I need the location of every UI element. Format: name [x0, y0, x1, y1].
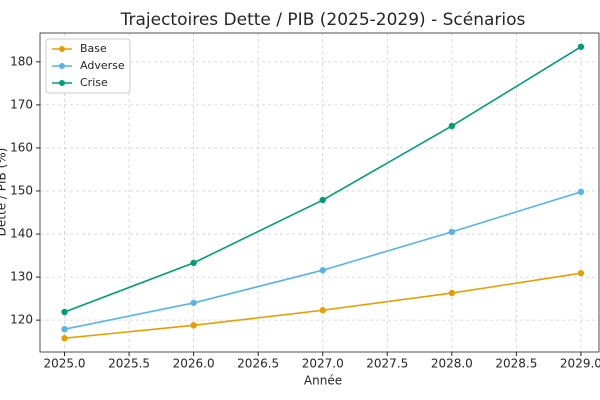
x-tick-label: 2026.0 [173, 357, 215, 371]
data-point [448, 228, 456, 236]
data-point [190, 259, 197, 267]
legend-label: Adverse [80, 59, 125, 72]
y-tick-label: 120 [10, 313, 33, 327]
data-point [190, 322, 197, 329]
data-point [448, 122, 456, 130]
legend-marker [59, 46, 65, 52]
y-tick-label: 140 [10, 227, 33, 241]
data-point [61, 325, 68, 333]
x-tick-label: 2025.5 [108, 357, 150, 371]
data-point [577, 43, 585, 50]
x-tick-label: 2026.5 [237, 357, 279, 371]
y-axis-label: Dette / PIB (%) [0, 148, 9, 237]
data-point [319, 307, 326, 314]
data-point [319, 196, 326, 204]
x-tick-label: 2027.0 [302, 357, 344, 371]
legend-label: Crise [80, 76, 108, 89]
y-tick-label: 150 [10, 183, 33, 197]
data-point [448, 289, 456, 297]
data-point [577, 188, 585, 196]
plot-frame [39, 32, 600, 353]
legend-box [45, 38, 131, 94]
legend-marker [59, 80, 65, 86]
legend-label: Base [80, 42, 107, 55]
legend-marker [59, 63, 65, 69]
data-point [61, 308, 68, 316]
y-tick-label: 130 [10, 270, 33, 284]
x-tick-label: 2027.5 [366, 357, 408, 371]
data-point [319, 267, 326, 274]
x-tick-label: 2025.0 [44, 357, 86, 371]
data-point [577, 270, 585, 277]
data-point [190, 299, 197, 307]
data-point [61, 335, 68, 342]
y-tick-label: 180 [10, 54, 33, 68]
y-tick-label: 170 [10, 97, 33, 111]
x-tick-label: 2028.0 [431, 357, 473, 371]
x-tick-label: 2029.0 [560, 357, 600, 371]
x-axis-label: Année [304, 374, 342, 388]
chart-title: Trajectoires Dette / PIB (2025-2029) - S… [120, 10, 526, 30]
y-tick-label: 160 [10, 140, 33, 154]
x-tick-label: 2028.5 [495, 357, 537, 371]
